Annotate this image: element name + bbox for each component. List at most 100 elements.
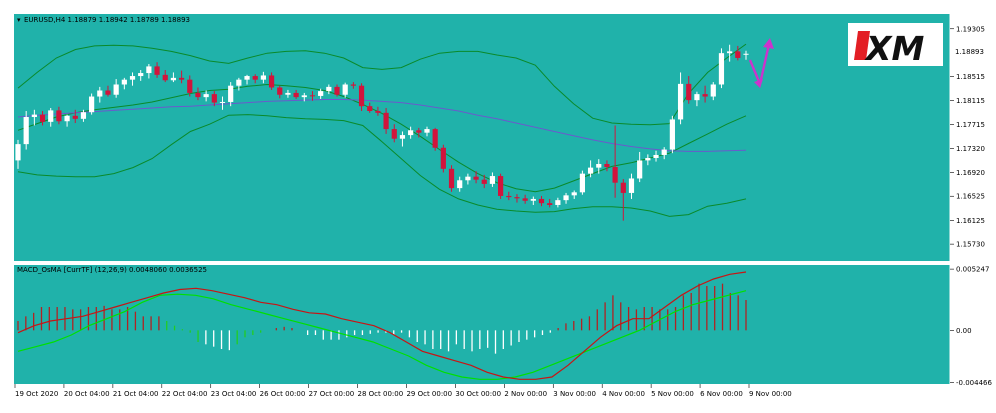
triangle-down-icon[interactable]: ▾ (17, 16, 21, 24)
macd-signal-line (17, 290, 747, 380)
candle-body (236, 79, 242, 86)
candle-body (587, 167, 594, 174)
bollinger-lower-line (17, 114, 747, 217)
candle-body (686, 83, 692, 101)
candle-body (637, 160, 643, 179)
candle-body (424, 129, 430, 133)
macd-histogram (17, 283, 747, 354)
candle-body (596, 164, 602, 168)
candle-body (277, 87, 283, 95)
time-tick-label: 19 Oct 2020 (15, 390, 58, 398)
time-tick-label: 21 Oct 04:00 (113, 390, 159, 398)
time-tick-label: 4 Nov 00:00 (602, 390, 645, 398)
candle-body (113, 84, 119, 95)
candle-body (612, 167, 618, 183)
candle-body (408, 130, 414, 136)
candle-body (522, 198, 528, 201)
candle-body (293, 92, 299, 98)
time-tick-label: 23 Oct 04:00 (211, 390, 257, 398)
candle-body (727, 51, 733, 54)
candle-body (416, 130, 422, 133)
candle-body (367, 106, 373, 111)
candle-body (506, 195, 512, 198)
candle-body (154, 66, 160, 75)
time-axis: 19 Oct 2020 20 Oct 04:00 21 Oct 04:00 22 Oc… (14, 384, 792, 398)
candle-body (309, 95, 316, 97)
candle-body (375, 110, 381, 113)
candle-body (138, 73, 144, 77)
bollinger-bands (17, 43, 747, 217)
xm-logo: XM (848, 23, 943, 68)
candle-body (23, 117, 29, 145)
candle-body (80, 112, 87, 119)
candle-body (563, 195, 569, 201)
current-price-label: 1.18893 (955, 48, 984, 56)
candle-body (694, 94, 700, 101)
candle-body (710, 84, 716, 97)
price-tick-label: 1.15730 (956, 241, 985, 249)
candle-body (399, 135, 406, 139)
candle-body (555, 200, 561, 205)
price-tick-label: 1.16920 (956, 169, 985, 177)
price-panel[interactable] (14, 14, 950, 261)
candle-body (211, 94, 217, 103)
candle-body (260, 75, 266, 80)
symbol-header: EURUSD,H4 1.18879 1.18942 1.18789 1.1889… (24, 16, 190, 24)
candle-body (326, 86, 332, 92)
candle-body (653, 154, 659, 158)
bollinger-upper-line (17, 43, 747, 126)
price-tick-label: 1.18515 (956, 73, 985, 81)
candle-body (448, 168, 455, 189)
logo-red-stroke-icon (854, 31, 870, 60)
candle-body (620, 182, 626, 193)
candle-body (244, 76, 250, 80)
candle-body (473, 176, 479, 180)
candle-body (97, 90, 103, 97)
time-tick-label: 5 Nov 00:00 (651, 390, 694, 398)
indicator-header: MACD_OsMA [CurrTF] (12,26,9) 0.0048060 0… (17, 266, 207, 274)
candle-body (56, 110, 62, 122)
candle-body (465, 176, 471, 181)
candle-body (538, 198, 545, 204)
macd-tick-label: -0.004466 (956, 379, 992, 387)
candle-body (268, 75, 275, 88)
time-tick-label: 22 Oct 04:00 (162, 390, 208, 398)
candle-body (178, 77, 185, 80)
macd-axis: 0.005247 0.00 -0.004466 (950, 266, 992, 387)
time-tick-label: 27 Oct 00:00 (309, 390, 355, 398)
candle-body (457, 180, 463, 189)
candle-body (228, 85, 234, 102)
time-tick-label: 6 Nov 00:00 (700, 390, 743, 398)
current-price-marker-bg (952, 47, 984, 56)
price-tick-label: 1.19305 (956, 25, 985, 33)
candle-body (203, 94, 209, 98)
candle-body (358, 85, 365, 107)
candle-body (48, 110, 54, 122)
price-tick-label: 1.17320 (956, 145, 985, 153)
price-tick-label: 1.18115 (956, 97, 985, 105)
candle-body (146, 66, 152, 74)
time-tick-label: 9 Nov 00:00 (749, 390, 792, 398)
arrow-down-icon (754, 79, 763, 88)
candle-body (735, 51, 741, 58)
candle-body (342, 84, 348, 95)
price-axis: 1.19305 1.18515 1.18115 1.17715 1.17320 1.169… (950, 25, 985, 249)
candle-body (514, 197, 520, 199)
candle-body (301, 95, 307, 98)
candle-body (604, 164, 610, 168)
candle-body (661, 149, 667, 155)
arrow-up-icon (763, 38, 774, 49)
candle-body (669, 119, 675, 150)
price-tick-label: 1.16125 (956, 217, 985, 225)
price-tick-label: 1.17715 (956, 121, 985, 129)
candle-body (170, 77, 177, 81)
candle-body (350, 84, 356, 86)
price-tick-label: 1.16525 (956, 193, 985, 201)
candle-body (571, 192, 577, 196)
indicator-panel[interactable] (14, 265, 950, 384)
candlesticks (15, 44, 749, 221)
candle-body (334, 86, 340, 95)
candle-body (702, 94, 708, 97)
candle-body (440, 147, 446, 169)
